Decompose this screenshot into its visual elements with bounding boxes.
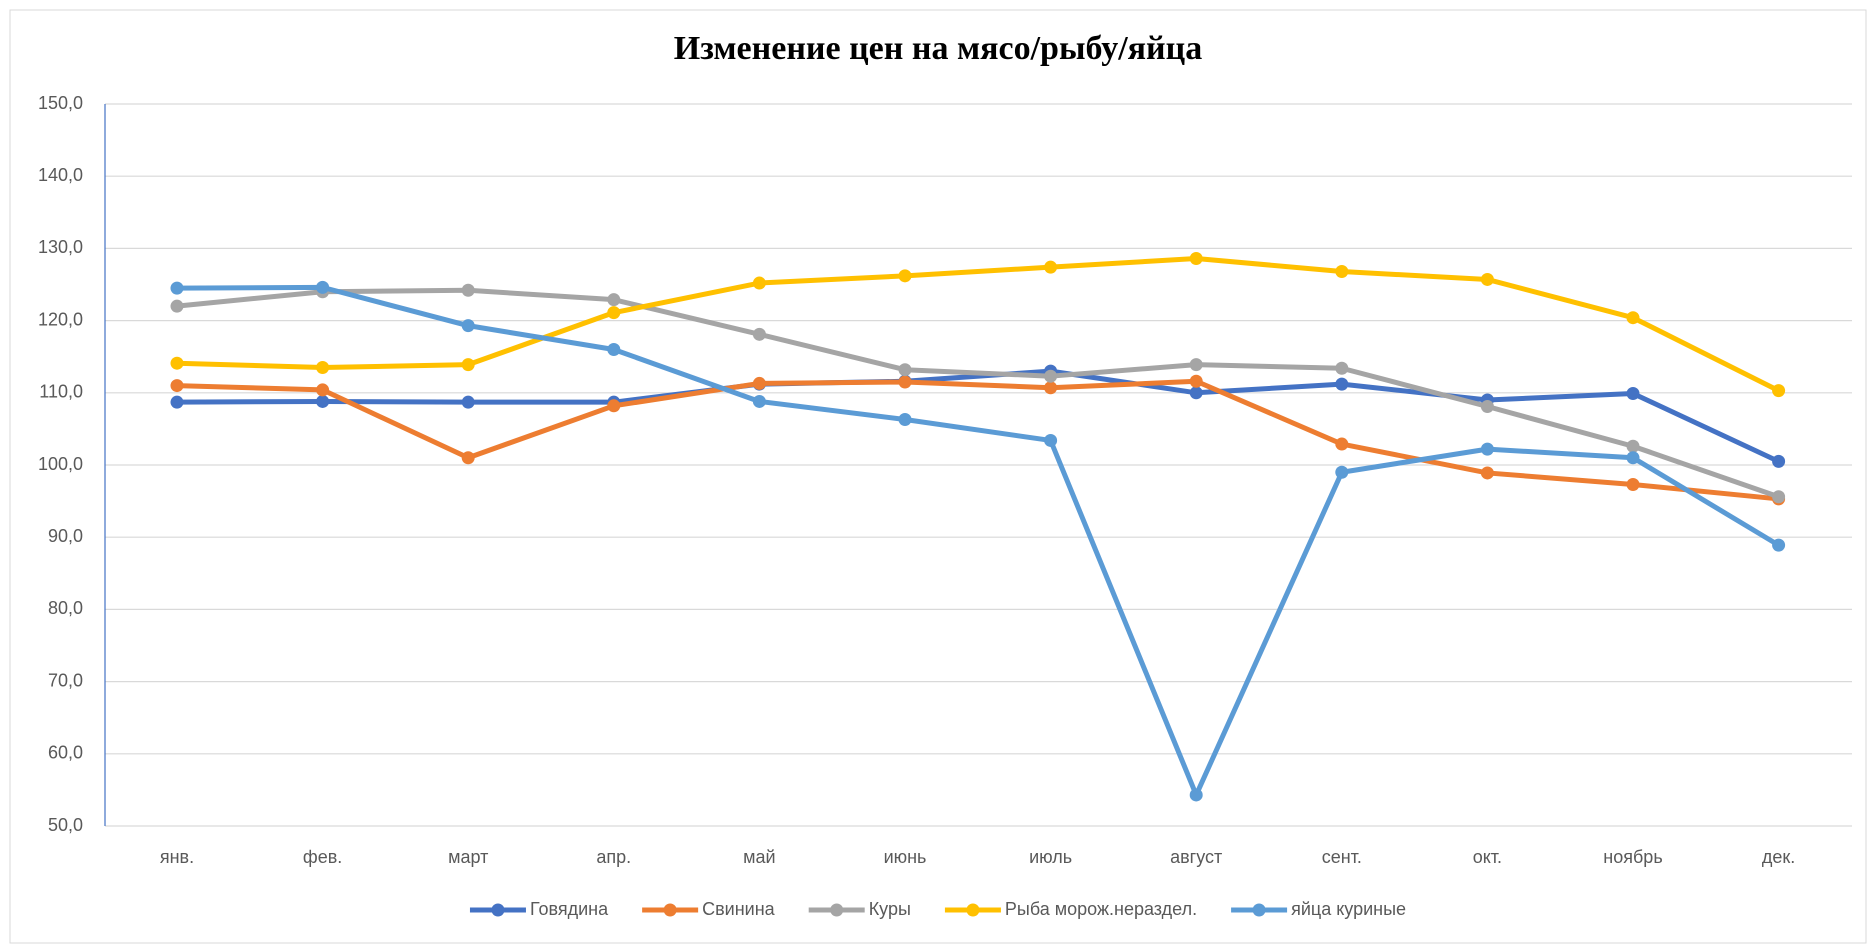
data-point (461, 319, 475, 333)
data-point (170, 356, 184, 370)
data-point (752, 394, 766, 408)
y-tick-label: 130,0 (38, 237, 83, 257)
x-tick-label: август (1170, 847, 1222, 867)
legend-label: Свинина (702, 899, 776, 919)
data-point (461, 395, 475, 409)
data-point (1480, 400, 1494, 414)
x-tick-label: окт. (1473, 847, 1502, 867)
data-point (607, 399, 621, 413)
data-point (1626, 477, 1640, 491)
chart-border (9, 9, 1867, 944)
y-tick-label: 120,0 (38, 309, 83, 329)
data-point (1044, 369, 1058, 383)
x-tick-label: март (448, 847, 488, 867)
series-line (176, 378, 1779, 502)
y-tick-label: 100,0 (38, 454, 83, 474)
y-tick-label: 110,0 (39, 382, 83, 402)
data-point (607, 306, 621, 320)
data-point (1772, 538, 1786, 552)
legend-marker (830, 903, 844, 917)
data-point (461, 358, 475, 372)
x-tick-label: сент. (1322, 847, 1362, 867)
data-point (607, 293, 621, 307)
data-point (1335, 265, 1349, 279)
data-point (316, 383, 330, 397)
data-point (1480, 442, 1494, 456)
data-point (1189, 358, 1203, 372)
legend-label: Рыба морож.нераздел. (1005, 899, 1197, 919)
y-tick-label: 150,0 (38, 93, 83, 113)
series-line (176, 287, 1780, 500)
chart-title: Изменение цен на мясо/рыбу/яйца (674, 30, 1202, 67)
data-point (1189, 374, 1203, 388)
data-point (461, 451, 475, 465)
data-point (1189, 386, 1203, 400)
y-tick-label: 90,0 (48, 526, 83, 546)
y-tick-label: 50,0 (48, 815, 83, 835)
data-point (1480, 272, 1494, 286)
series-line (176, 284, 1780, 798)
data-point (1626, 451, 1640, 465)
data-point (1626, 387, 1640, 401)
data-point (316, 394, 330, 408)
legend-label: Говядина (530, 899, 609, 919)
x-tick-label: фев. (303, 847, 342, 867)
data-point (1189, 252, 1203, 266)
y-tick-label: 70,0 (48, 670, 83, 690)
data-point (170, 379, 184, 393)
data-point (1626, 311, 1640, 325)
data-point (1335, 437, 1349, 451)
data-point (170, 281, 184, 295)
data-point (316, 361, 330, 375)
data-point (898, 363, 912, 377)
legend-marker (966, 903, 980, 917)
data-point (1772, 384, 1786, 398)
legend-label: яйца куриные (1291, 899, 1406, 919)
data-point (1772, 490, 1786, 504)
data-point (170, 299, 184, 313)
data-point (898, 413, 912, 427)
data-point (1335, 361, 1349, 375)
data-point (1772, 454, 1786, 468)
data-point (752, 376, 766, 390)
data-point (1044, 381, 1058, 395)
data-point (1626, 439, 1640, 453)
legend-marker (491, 903, 505, 917)
data-point (1480, 466, 1494, 480)
x-tick-label: дек. (1762, 847, 1795, 867)
data-point (898, 375, 912, 389)
data-point (1044, 260, 1058, 274)
data-point (607, 342, 621, 356)
x-tick-label: июнь (884, 847, 927, 867)
data-point (898, 269, 912, 283)
x-tick-label: янв. (160, 847, 194, 867)
series-line (176, 256, 1780, 393)
data-point (752, 327, 766, 341)
y-tick-label: 60,0 (48, 743, 83, 763)
y-tick-label: 140,0 (38, 165, 83, 185)
y-tick-label: 80,0 (48, 598, 83, 618)
data-point (316, 280, 330, 294)
data-point (1335, 465, 1349, 479)
data-point (1044, 433, 1058, 447)
data-point (752, 276, 766, 290)
data-point (461, 283, 475, 297)
legend-marker (1252, 903, 1266, 917)
x-tick-label: май (743, 847, 775, 867)
data-point (170, 395, 184, 409)
x-tick-label: ноябрь (1603, 847, 1662, 867)
x-tick-label: июль (1029, 847, 1072, 867)
legend-label: Куры (869, 899, 911, 919)
x-tick-label: апр. (596, 847, 631, 867)
series-line (176, 368, 1780, 464)
legend-marker (663, 903, 677, 917)
data-point (1335, 377, 1349, 391)
data-point (1189, 788, 1203, 802)
